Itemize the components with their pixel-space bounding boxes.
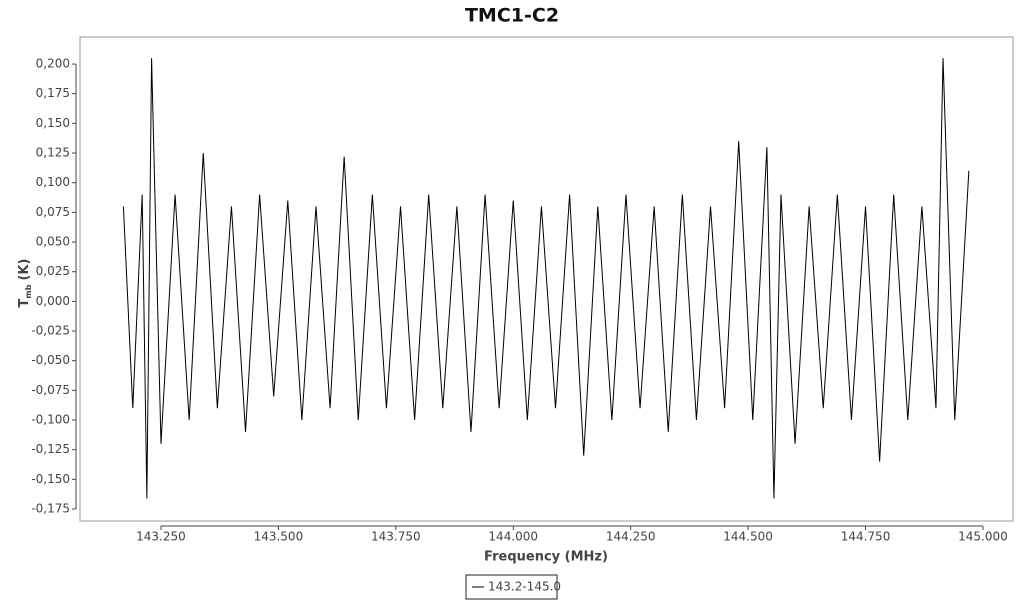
y-label-unit: (K)	[17, 259, 32, 281]
x-tick-label: 144.000	[488, 530, 538, 544]
x-tick-label: 143.500	[254, 530, 304, 544]
x-axis-label: Frequency (MHz)	[484, 550, 608, 565]
y-tick-label: -0,125	[31, 442, 70, 456]
y-tick-label: 0,125	[36, 146, 70, 160]
y-label-sub: mb	[24, 284, 33, 298]
x-tick-label: 144.750	[841, 530, 891, 544]
y-axis-label-text: Tmb (K)	[17, 259, 33, 308]
y-axis-label: Tmb (K)	[17, 259, 33, 308]
y-tick-label: 0,025	[36, 264, 70, 278]
y-tick-label: 0,100	[36, 175, 70, 189]
x-tick-label: 143.250	[136, 530, 186, 544]
y-tick-label: -0,100	[31, 413, 70, 427]
y-tick-label: -0,025	[31, 324, 70, 338]
legend-label: 143.2-145.0	[488, 580, 561, 594]
y-tick-label: -0,075	[31, 383, 70, 397]
y-label-main: T	[17, 298, 32, 307]
y-tick-label: 0,050	[36, 235, 70, 249]
x-tick-label: 144.500	[723, 530, 773, 544]
y-tick-label: 0,200	[36, 57, 70, 71]
y-tick-label: -0,150	[31, 472, 70, 486]
series-line	[122, 58, 970, 499]
x-tick-label: 144.250	[606, 530, 656, 544]
y-tick-label: -0,050	[31, 353, 70, 367]
x-tick-label: 143.750	[371, 530, 421, 544]
y-tick-label: 0,150	[36, 116, 70, 130]
y-tick-label: 0,075	[36, 205, 70, 219]
legend-box	[465, 574, 558, 600]
y-tick-label: 0,000	[36, 294, 70, 308]
plot-frame	[79, 36, 1014, 522]
y-tick-label: -0,175	[31, 502, 70, 516]
legend: 143.2-145.0	[465, 574, 561, 600]
chart-title: TMC1-C2	[465, 5, 559, 27]
y-tick-label: 0,175	[36, 86, 70, 100]
x-tick-label: 145.000	[958, 530, 1008, 544]
